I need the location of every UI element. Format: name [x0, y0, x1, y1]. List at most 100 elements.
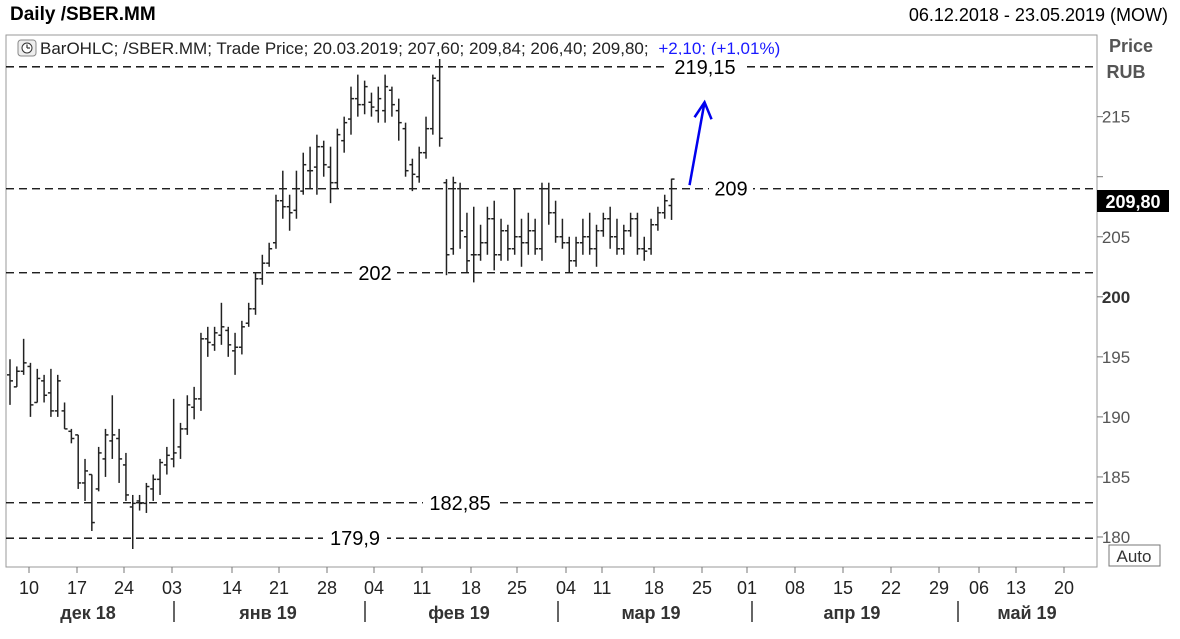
x-day-label: 08	[785, 578, 805, 598]
ohlc-bar	[272, 194, 279, 249]
ohlc-bar	[34, 368, 41, 404]
ohlc-bar	[150, 474, 157, 501]
y-tick-label: 190	[1102, 408, 1130, 427]
x-day-label: 06	[969, 578, 989, 598]
time-axis[interactable]: 10 17 24 03 14 21 28 04 11 18 25 04 11 18 25 01 08 15 22 29…	[6, 566, 1097, 623]
x-day-label: 25	[507, 578, 527, 598]
level-label: 219,15	[674, 57, 735, 79]
ohlc-bar	[279, 170, 286, 219]
ohlc-bar	[177, 422, 184, 459]
ohlc-bar	[607, 206, 614, 249]
y-tick-label: 200	[1102, 288, 1130, 307]
ohlc-bar	[498, 218, 505, 261]
ohlc-bar	[538, 182, 545, 261]
ohlc-bar	[184, 395, 191, 435]
ohlc-bar	[545, 182, 552, 225]
ohlc-bar	[157, 458, 164, 495]
y-tick-label: 185	[1102, 468, 1130, 487]
ohlc-bar	[436, 59, 443, 147]
y-tick-label: 205	[1102, 228, 1130, 247]
level-label-bg	[353, 260, 397, 285]
x-month-label: дек 18	[60, 603, 115, 623]
chart-title: Daily /SBER.MM	[10, 4, 156, 25]
ohlc-bar	[109, 395, 116, 459]
legend-row: BarOHLC; /SBER.MM; Trade Price; 20.03.20…	[17, 39, 780, 58]
price-axis[interactable]: 180 185 190 195 200 205 215	[1097, 108, 1130, 547]
ohlc-bar	[518, 218, 525, 267]
ohlc-bar	[450, 176, 457, 255]
ohlc-bar	[68, 428, 75, 444]
ohlc-bar	[429, 74, 436, 135]
arrow-head	[693, 99, 713, 120]
ohlc-bar	[252, 272, 259, 315]
x-day-label: 20	[1054, 578, 1074, 598]
auto-scale-button[interactable]: Auto	[1108, 544, 1161, 567]
ohlc-bar	[20, 338, 27, 375]
x-day-label: 17	[67, 578, 87, 598]
x-day-label: 25	[692, 578, 712, 598]
ohlc-bar	[307, 146, 314, 189]
level-label-bg	[709, 176, 753, 201]
ohlc-bar	[593, 224, 600, 267]
ohlc-bar	[409, 158, 416, 192]
plot-area[interactable]	[5, 34, 1098, 568]
ohlc-bar	[116, 428, 123, 483]
ohlc-bar	[484, 206, 491, 255]
ohlc-bar	[225, 326, 232, 357]
ohlc-bar	[654, 206, 661, 231]
ohlc-bar	[361, 80, 368, 115]
ohlc-bar	[313, 134, 320, 195]
ohlc-bar	[661, 194, 668, 219]
x-month-label: янв 19	[238, 603, 296, 623]
ohlc-bar	[259, 254, 266, 285]
price-chart[interactable]: BarOHLC; /SBER.MM; Trade Price; 20.03.20…	[0, 30, 1180, 639]
level-label: 202	[358, 263, 391, 285]
ohlc-bar	[341, 116, 348, 153]
ohlc-bar	[143, 482, 150, 513]
x-month-label: фев 19	[428, 603, 490, 623]
ohlc-bar	[95, 446, 102, 492]
ohlc-bar	[286, 194, 293, 231]
ohlc-bar	[238, 320, 245, 355]
ohlc-bar	[627, 212, 634, 237]
legend-text: BarOHLC; /SBER.MM; Trade Price; 20.03.20…	[40, 39, 780, 58]
ohlc-bar	[348, 86, 354, 135]
ohlc-bar	[54, 374, 61, 417]
ohlc-bar	[82, 458, 89, 501]
x-day-label: 21	[269, 578, 289, 598]
ohlc-bar	[620, 224, 627, 255]
ohlc-bar	[613, 218, 620, 255]
ohlc-bar	[402, 122, 409, 177]
price-axis-unit: RUB	[1107, 62, 1146, 82]
x-day-label: 04	[556, 578, 576, 598]
ohlc-bar	[27, 362, 34, 417]
x-day-label: 03	[162, 578, 182, 598]
ohlc-bar	[388, 86, 395, 117]
x-day-label: 13	[1006, 578, 1026, 598]
ohlc-bar	[136, 494, 143, 511]
level-label: 209	[714, 179, 747, 201]
x-day-label: 01	[737, 578, 757, 598]
auto-scale-label: Auto	[1117, 547, 1152, 566]
clock-icon[interactable]	[17, 39, 37, 57]
legend-prefix: BarOHLC; /SBER.MM; Trade Price; 20.03.20…	[40, 39, 649, 58]
ohlc-bar	[566, 236, 573, 273]
ohlc-bar	[586, 212, 593, 255]
chart-header: Daily /SBER.MM 06.12.2018 - 23.05.2019 (…	[0, 0, 1180, 30]
y-tick-label: 180	[1102, 528, 1130, 547]
x-day-label: 22	[881, 578, 901, 598]
x-day-label: 28	[317, 578, 337, 598]
ohlc-bar	[559, 218, 566, 249]
ohlc-bar	[300, 152, 307, 195]
ohlc-bar	[375, 86, 382, 123]
ohlc-bar	[327, 146, 334, 204]
ohlc-bar	[382, 74, 389, 123]
ohlc-bar	[552, 200, 559, 243]
ohlc-bar	[7, 359, 13, 405]
ohlc-bar	[204, 326, 211, 357]
ohlc-bar	[129, 494, 136, 549]
ohlc-bar	[477, 224, 484, 261]
x-day-label: 11	[593, 578, 612, 598]
last-price-label: 209,80	[1105, 192, 1160, 212]
ohlc-bar	[13, 366, 20, 388]
